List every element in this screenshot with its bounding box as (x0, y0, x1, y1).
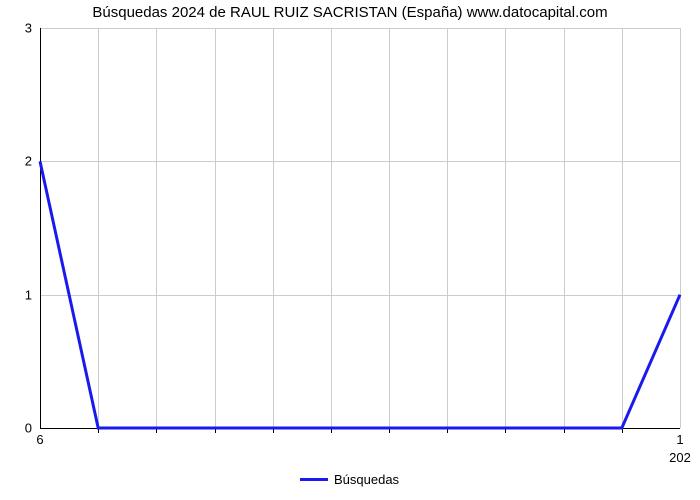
series-line (40, 161, 680, 428)
chart-container: Búsquedas 2024 de RAUL RUIZ SACRISTAN (E… (0, 0, 700, 500)
data-line (0, 0, 700, 500)
